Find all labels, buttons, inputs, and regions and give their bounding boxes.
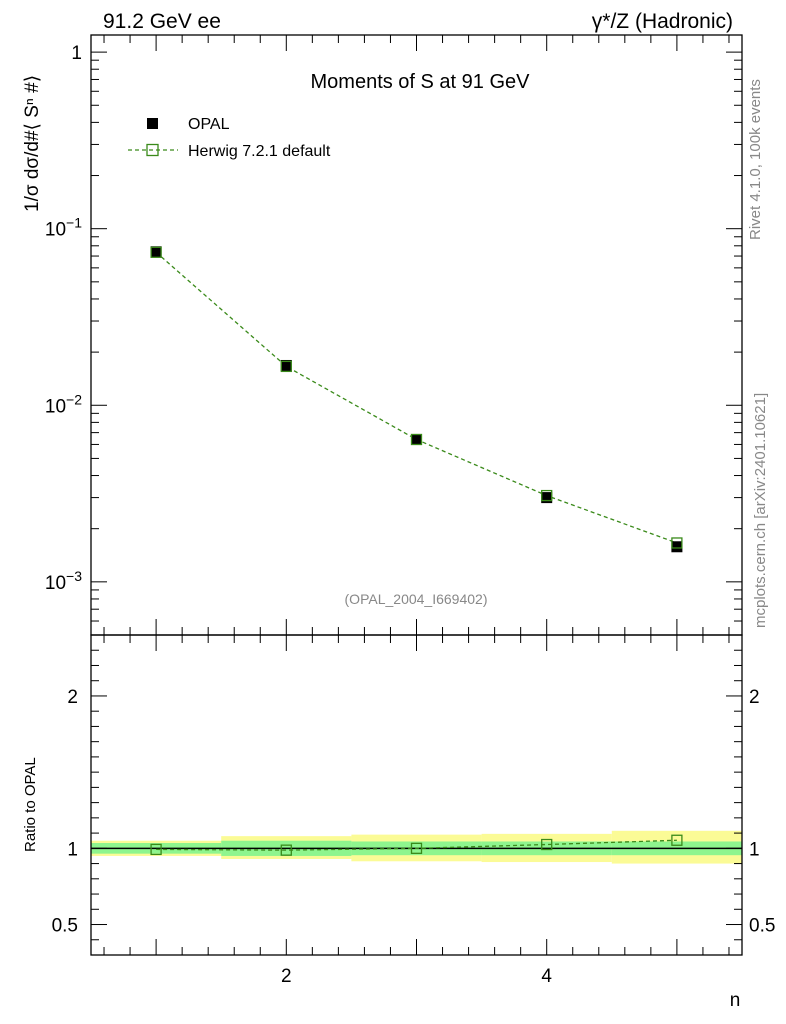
herwig-ratio-point [410,842,423,854]
herwig-ratio-line [156,839,677,851]
ratio-tick-label-right: 0.5 [749,916,775,937]
rivet-label: Rivet 4.1.0, 100k events [747,79,764,240]
ratio-tick-label-right: 1 [749,839,760,860]
opal-point [150,246,162,258]
herwig-point [671,537,683,549]
herwig-line [155,251,678,544]
legend-opal-marker [147,118,158,129]
mcplots-label: mcplots.cern.ch [arXiv:2401.10621] [752,393,769,628]
y-tick-label: 10−1 [45,215,82,241]
herwig-point [410,433,423,446]
herwig-ratio-point [671,834,683,846]
header-left: 91.2 GeV ee [103,10,221,33]
y-tick-label: 10−3 [45,568,82,594]
x-axis-label: n [730,990,741,1011]
legend-herwig-label: Herwig 7.2.1 default [188,143,331,160]
header-right: γ*/Z (Hadronic) [592,10,733,33]
y-tick-label: 1 [71,43,82,64]
herwig-ratio-point [150,843,162,856]
opal-point [671,541,683,553]
opal-point [411,433,422,445]
herwig-point [541,489,553,502]
analysis-id: (OPAL_2004_I669402) [345,591,488,607]
ratio-tick-label-left: 1 [67,839,78,860]
y-axis-label: 1/σ dσ/d#⟨ Sⁿ #⟩ [22,75,43,212]
x-tick-label: 2 [281,966,292,987]
legend-opal-label: OPAL [188,116,230,133]
ratio-axis-label: Ratio to OPAL [22,757,39,852]
herwig-point [280,360,292,373]
herwig-ratio-point [280,844,292,856]
opal-point [280,359,292,371]
ratio-tick-label-left: 0.5 [52,916,78,937]
y-tick-label: 10−2 [45,391,82,417]
ratio-plot-frame [90,634,743,956]
x-tick-label: 4 [541,966,552,987]
opal-point [541,492,553,504]
herwig-point [150,246,162,258]
legend: OPAL Herwig 7.2.1 default [128,116,331,160]
chart-title: Moments of S at 91 GeV [311,71,531,93]
ratio-tick-label-right: 2 [749,687,760,708]
ratio-tick-label-left: 2 [67,687,78,708]
legend-herwig-marker [146,143,159,157]
herwig-ratio-point [541,838,553,851]
